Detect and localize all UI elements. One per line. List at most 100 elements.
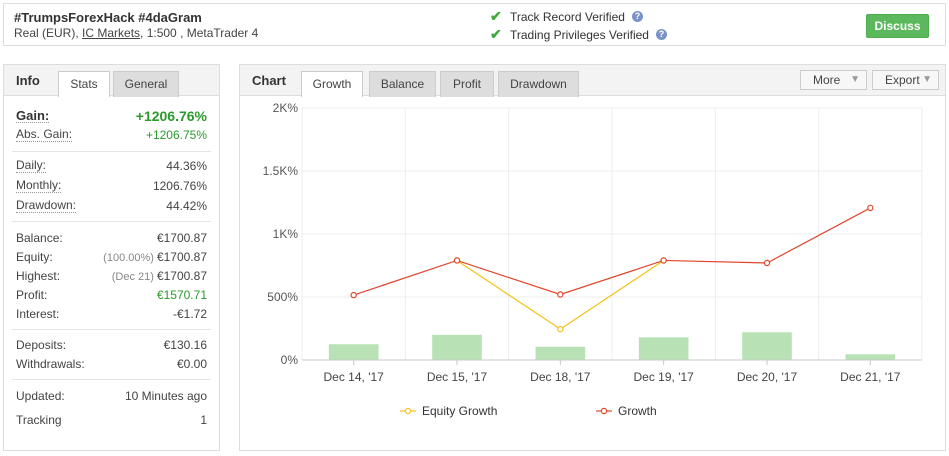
divider	[12, 151, 211, 152]
x-tick-label: Dec 14, '17	[324, 370, 385, 384]
account-name: #TrumpsForexHack #4daGram	[14, 10, 202, 25]
chart-bar	[432, 334, 482, 360]
tab-general[interactable]: General	[113, 71, 179, 97]
highest-label: Highest:	[16, 268, 61, 283]
monthly-row: Monthly: 1206.76%	[16, 177, 207, 195]
check-icon: ✔	[490, 26, 502, 42]
chart-legend: Equity Growth Growth	[400, 404, 657, 418]
tracking-label: Tracking	[16, 412, 62, 427]
gain-label: Gain:	[16, 108, 50, 123]
highest-value: €1700.87	[156, 269, 207, 283]
export-dropdown[interactable]: Export ▼	[872, 70, 939, 90]
x-tick-label: Dec 21, '17	[840, 370, 901, 384]
y-tick-label: 2K%	[273, 101, 299, 115]
equity-value: €1700.87	[156, 250, 207, 264]
chart-bar	[535, 346, 586, 360]
y-tick-label: 1.5K%	[263, 164, 299, 178]
series-point	[453, 257, 461, 264]
discuss-button[interactable]: Discuss	[866, 14, 929, 38]
tab-growth[interactable]: Growth	[301, 71, 363, 97]
updated-label: Updated:	[16, 388, 65, 403]
gain-value: +1206.76%	[135, 108, 207, 124]
track-record-label: Track Record Verified	[510, 9, 625, 24]
chart-bar	[328, 344, 379, 360]
updated-row: Updated: 10 Minutes ago	[16, 387, 207, 405]
withdrawals-value: €0.00	[176, 357, 207, 371]
check-icon: ✔	[490, 8, 502, 24]
profit-label: Profit:	[16, 287, 48, 302]
series-point	[557, 291, 564, 298]
monthly-value: 1206.76%	[152, 179, 207, 193]
x-tick-label: Dec 18, '17	[530, 370, 591, 384]
daily-value: 44.36%	[166, 159, 207, 173]
highest-note: (Dec 21)	[111, 271, 154, 283]
help-icon[interactable]: ?	[655, 29, 667, 40]
broker-link[interactable]: IC Markets	[82, 26, 141, 40]
deposits-row: Deposits: €130.16	[16, 336, 207, 354]
abs-gain-label: Abs. Gain:	[16, 127, 73, 142]
drawdown-value: 44.42%	[166, 199, 207, 213]
chart-bar	[845, 354, 896, 360]
drawdown-label: Drawdown:	[16, 198, 77, 213]
legend-label: Growth	[618, 404, 657, 418]
chart-axes: 0% 500% 1K% 1.5K% 2K% Dec 14, '17 Dec 15, '17 D…	[263, 101, 922, 384]
y-tick-label: 500%	[267, 290, 298, 304]
series-point	[557, 325, 564, 333]
chart-bar	[742, 332, 792, 360]
withdrawals-row: Withdrawals: €0.00	[16, 355, 207, 373]
interest-value: -€1.72	[172, 307, 207, 321]
divider	[12, 379, 211, 380]
chart-panel: Chart Growth Balance Profit Drawdown Mor…	[239, 64, 946, 451]
legend-swatch-marker	[404, 407, 412, 415]
abs-gain-row: Abs. Gain: +1206.75%	[16, 126, 207, 144]
tab-drawdown[interactable]: Drawdown	[498, 71, 579, 97]
info-title: Info	[16, 73, 40, 88]
interest-row: Interest: -€1.72	[16, 305, 207, 323]
series-line	[353, 207, 871, 296]
series-point	[763, 259, 771, 267]
tracking-value[interactable]: 1	[200, 413, 207, 427]
help-icon[interactable]: ?	[631, 11, 643, 22]
tab-profit[interactable]: Profit	[440, 71, 494, 97]
series-point	[660, 257, 667, 264]
profit-value: €1570.71	[156, 288, 207, 302]
abs-gain-value: +1206.75%	[145, 128, 207, 142]
equity-label: Equity:	[16, 249, 53, 264]
series-point	[350, 291, 357, 299]
more-dropdown[interactable]: More ▼	[800, 70, 867, 90]
account-type: Real (EUR),	[14, 26, 83, 40]
monthly-label: Monthly:	[16, 178, 62, 193]
chart-lines	[350, 204, 874, 333]
growth-chart: 0% 500% 1K% 1.5K% 2K% Dec 14, '17 Dec 15, '17 D…	[263, 101, 923, 418]
more-label: More	[813, 73, 841, 87]
y-tick-label: 1K%	[273, 227, 299, 241]
daily-label: Daily:	[16, 158, 47, 173]
equity-row: Equity: (100.00%) €1700.87	[16, 248, 207, 266]
divider	[12, 221, 211, 222]
updated-value: 10 Minutes ago	[124, 389, 207, 403]
export-label: Export	[885, 73, 920, 87]
series-point	[867, 204, 874, 212]
drawdown-row: Drawdown: 44.42%	[16, 197, 207, 215]
equity-note: (100.00%)	[103, 252, 154, 264]
x-tick-label: Dec 15, '17	[427, 370, 488, 384]
chevron-down-icon: ▼	[850, 74, 860, 85]
interest-label: Interest:	[16, 306, 60, 321]
account-header: #TrumpsForexHack #4daGram Real (EUR), IC…	[3, 3, 946, 46]
tab-stats[interactable]: Stats	[58, 71, 110, 97]
account-details: , 1:500 , MetaTrader 4	[140, 26, 259, 40]
info-tabbar: Info Stats General	[4, 65, 219, 97]
legend-swatch-marker	[600, 407, 608, 415]
divider	[12, 329, 211, 330]
gain-row: Gain: +1206.76%	[16, 107, 207, 125]
chart-grid	[301, 107, 923, 361]
x-tick-label: Dec 20, '17	[737, 370, 798, 384]
trading-privileges-verified: ✔ Trading Privileges Verified ?	[490, 26, 667, 43]
chart-title: Chart	[252, 73, 286, 88]
tracking-row: Tracking 1	[16, 411, 207, 429]
tab-balance[interactable]: Balance	[369, 71, 436, 97]
chart-bar	[638, 337, 689, 360]
x-tick-label: Dec 19, '17	[634, 370, 695, 384]
balance-value: €1700.87	[156, 231, 207, 245]
deposits-label: Deposits:	[16, 337, 67, 352]
